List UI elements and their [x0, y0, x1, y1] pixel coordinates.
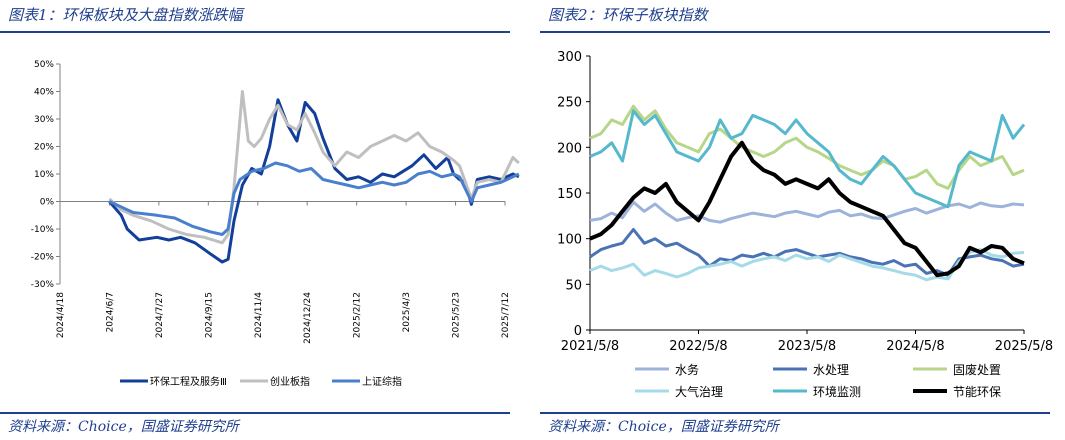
- x-tick-label: 2024/7/27: [155, 292, 165, 338]
- figure-2-source: 资料来源：Choice，国盛证券研究所: [548, 419, 779, 435]
- figure-1-chart: 50% 40% 30% 20% 10% 0% -10% -20% -30%2024/4/18 20…: [31, 60, 520, 388]
- y-tick-label: -30%: [31, 280, 55, 290]
- x-tick-label: 2025/7/12: [501, 292, 511, 338]
- legend-label-1: 水处理: [813, 363, 849, 377]
- figure-2-title: 图表2：环保子板块指数: [548, 6, 708, 24]
- x-tick-label: 2024/11/4: [254, 292, 264, 338]
- x-tick-label: 2025/5/8: [995, 339, 1053, 354]
- series-line-0: [108, 98, 520, 264]
- y-tick-label: 50%: [34, 60, 54, 70]
- figure-1: 图表1：环保板块及大盘指数涨跌幅 50% 40% 30% 20% 10% 0% -10% -2…: [0, 0, 525, 440]
- x-tick-label: 2023/5/8: [778, 339, 836, 354]
- series-line-2: [108, 161, 520, 236]
- y-tick-label: 40%: [34, 88, 54, 98]
- legend-label-3: 大气治理: [675, 384, 723, 399]
- legend-label-1: 创业板指: [270, 375, 310, 388]
- series-line-0: [589, 200, 1025, 224]
- y-tick-label: 10%: [34, 170, 54, 180]
- figure-2-top-rule: [540, 31, 1050, 33]
- figure-2: 图表2：环保子板块指数 300 250 200 150 100 50 0 2021/5/8 20…: [540, 0, 1065, 440]
- legend-label-2: 固废处置: [953, 362, 1001, 377]
- figure-1-top-rule: [0, 31, 510, 33]
- x-tick-label: 2024/4/18: [56, 292, 66, 338]
- x-tick-label: 2025/5/23: [452, 292, 462, 338]
- legend-label-0: 环保工程及服务Ⅲ: [150, 375, 227, 388]
- x-tick-label: 2024/6/7: [105, 292, 115, 332]
- x-tick-label: 2025/2/12: [353, 292, 363, 338]
- y-tick-label: 150: [557, 187, 582, 202]
- figure-1-bottom-rule: [0, 412, 510, 414]
- y-tick-label: 20%: [34, 143, 54, 153]
- y-tick-label: 300: [557, 50, 582, 65]
- series-line-5: [589, 140, 1025, 278]
- figure-1-source: 资料来源：Choice，国盛证券研究所: [8, 419, 239, 435]
- series-line-2: [589, 104, 1025, 190]
- series-line-4: [589, 109, 1026, 209]
- y-tick-label: -20%: [31, 253, 55, 263]
- legend-label-5: 节能环保: [953, 385, 1001, 399]
- y-tick-label: 0: [574, 324, 582, 339]
- legend-label-4: 环境监测: [813, 384, 861, 399]
- series-line-1: [108, 90, 520, 245]
- x-tick-label: 2024/9/15: [204, 292, 214, 338]
- y-tick-label: 200: [557, 141, 582, 156]
- y-tick-label: -10%: [31, 225, 55, 235]
- x-tick-label: 2024/5/8: [886, 339, 944, 354]
- x-tick-label: 2024/12/24: [303, 292, 313, 344]
- y-tick-label: 250: [557, 96, 582, 111]
- legend-label-0: 水务: [675, 362, 699, 377]
- legend-label-2: 上证综指: [362, 375, 402, 388]
- y-tick-label: 0%: [40, 198, 55, 208]
- y-tick-label: 30%: [34, 115, 54, 125]
- y-tick-label: 100: [557, 233, 582, 248]
- y-tick-label: 50: [565, 278, 582, 293]
- figure-1-title: 图表1：环保板块及大盘指数涨跌幅: [8, 6, 243, 24]
- x-tick-label: 2025/4/3: [402, 292, 412, 332]
- x-tick-label: 2022/5/8: [669, 339, 727, 354]
- figure-2-bottom-rule: [540, 412, 1050, 414]
- x-tick-label: 2021/5/8: [561, 339, 619, 354]
